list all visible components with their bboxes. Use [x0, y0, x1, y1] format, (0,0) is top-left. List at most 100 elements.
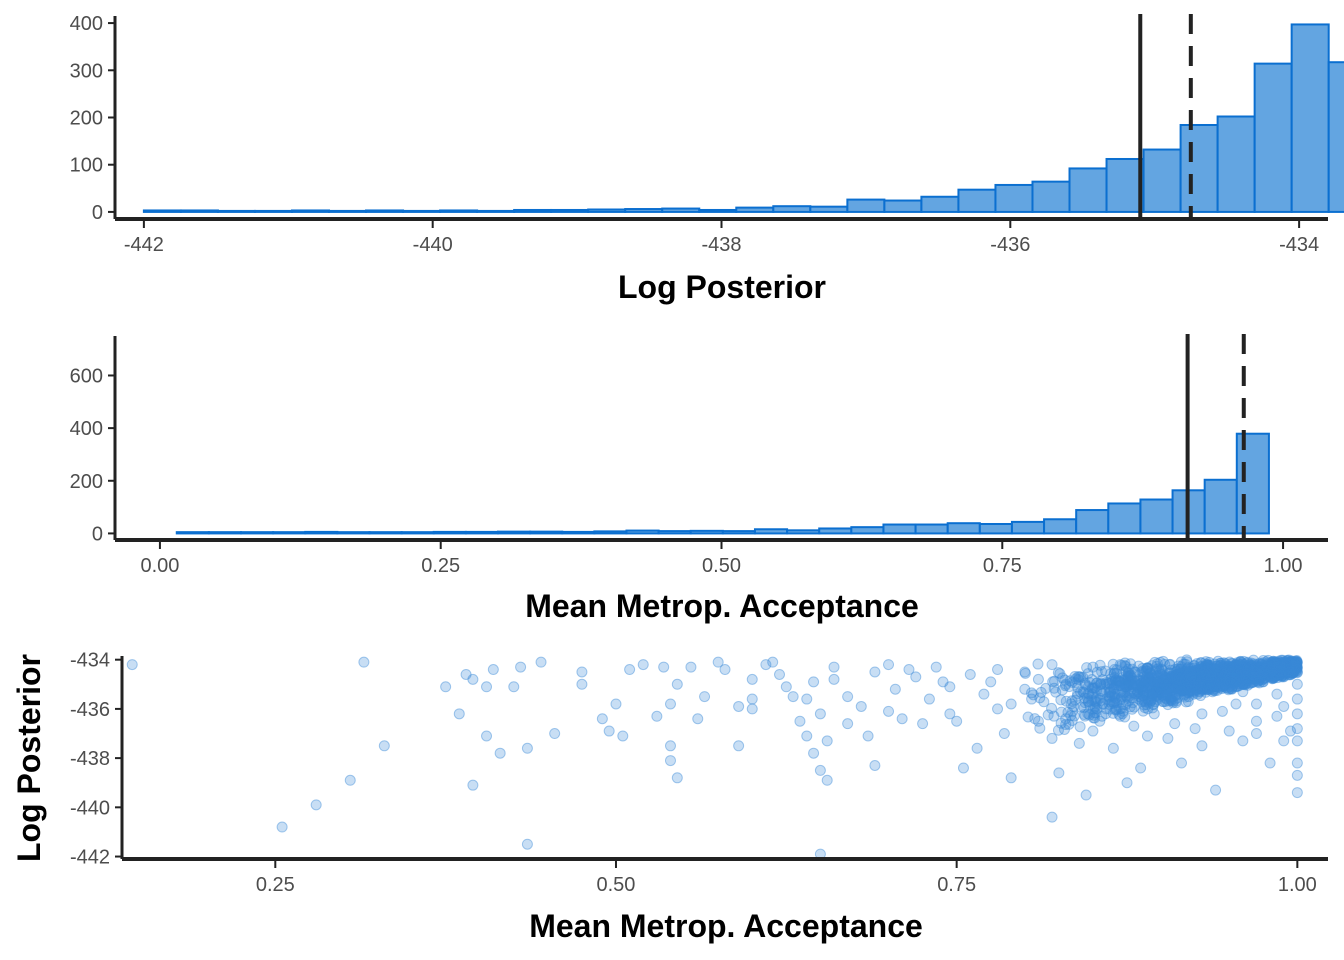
scatter-point: [1086, 682, 1098, 694]
scatter-point: [1234, 655, 1246, 667]
scatter-point: [1107, 696, 1119, 708]
scatter-point: [1259, 662, 1271, 674]
scatter-point: [1199, 665, 1211, 677]
scatter-point: [1279, 665, 1291, 677]
scatter-point: [1072, 681, 1084, 693]
scatter-point: [1206, 665, 1218, 677]
scatter-point: [1120, 698, 1132, 710]
scatter-point: [1252, 676, 1264, 688]
scatter-point: [1275, 666, 1287, 678]
scatter-point: [1201, 662, 1213, 674]
scatter-point: [1089, 707, 1101, 719]
scatter-point: [801, 693, 813, 705]
histogram-bar: [402, 209, 442, 213]
scatter-point: [1275, 661, 1287, 673]
scatter-point: [1224, 670, 1236, 682]
scatter-point: [1213, 672, 1225, 684]
scatter-point: [1262, 669, 1274, 681]
histogram-bars: [142, 23, 1344, 213]
scatter-point: [1149, 656, 1161, 668]
scatter-point: [1211, 684, 1223, 696]
scatter-point: [481, 730, 493, 742]
scatter-point: [1146, 683, 1158, 695]
scatter-point: [1116, 691, 1128, 703]
scatter-point: [1224, 683, 1236, 695]
scatter-point: [1267, 661, 1279, 673]
scatter-point: [1266, 665, 1278, 677]
histogram-bar: [809, 205, 849, 213]
scatter-point: [1237, 663, 1249, 675]
scatter-point: [1274, 664, 1286, 676]
scatter-point: [1097, 698, 1109, 710]
scatter-point: [1178, 658, 1190, 670]
scatter-point: [1215, 657, 1227, 669]
scatter-point: [1251, 668, 1263, 680]
scatter-point: [1193, 685, 1205, 697]
scatter-point: [617, 730, 629, 742]
scatter-point: [1266, 667, 1278, 679]
scatter-point: [1208, 669, 1220, 681]
scatter-point: [1276, 667, 1288, 679]
scatter-point: [1248, 670, 1260, 682]
scatter-point: [1273, 665, 1285, 677]
scatter-point: [1148, 698, 1160, 710]
scatter-point: [1228, 677, 1240, 689]
scatter-point: [1286, 665, 1298, 677]
scatter-point: [1220, 682, 1232, 694]
scatter-point: [1046, 659, 1058, 671]
scatter-point: [1237, 678, 1249, 690]
y-tick-label: 0: [92, 202, 103, 224]
scatter-point: [1060, 719, 1072, 731]
scatter-point: [1249, 668, 1261, 680]
scatter-point: [1083, 676, 1095, 688]
scatter-point: [1264, 669, 1276, 681]
scatter-point: [596, 713, 608, 725]
scatter-point: [1213, 677, 1225, 689]
scatter-point: [1200, 671, 1212, 683]
y-tick-label: 100: [70, 155, 103, 177]
scatter-point: [1284, 669, 1296, 681]
scatter-point: [1103, 691, 1115, 703]
scatter-point: [1191, 684, 1203, 696]
histogram-bar: [207, 531, 243, 535]
scatter-point: [1258, 673, 1270, 685]
scatter-point: [1185, 671, 1197, 683]
scatter-point: [1284, 661, 1296, 673]
scatter-point: [1195, 683, 1207, 695]
scatter-point: [719, 664, 731, 676]
scatter-point: [1140, 676, 1152, 688]
scatter-point: [1223, 665, 1235, 677]
scatter-point: [814, 708, 826, 720]
scatter-point: [1087, 682, 1099, 694]
scatter-point: [1215, 659, 1227, 671]
scatter-point: [1255, 669, 1267, 681]
scatter-point: [1230, 659, 1242, 671]
scatter-point: [1221, 668, 1233, 680]
scatter-point: [1288, 661, 1300, 673]
scatter-point: [1261, 668, 1273, 680]
scatter-point: [1261, 660, 1273, 672]
histogram-bar: [1216, 115, 1256, 213]
scatter-point: [358, 656, 370, 668]
scatter-point: [1133, 675, 1145, 687]
scatter-point: [1266, 672, 1278, 684]
scatter-point: [801, 730, 813, 742]
axes: [108, 336, 1328, 549]
scatter-point: [1250, 715, 1262, 727]
scatter-point: [1239, 667, 1251, 679]
scatter-point: [1271, 670, 1283, 682]
x-tick-label: 0.00: [140, 555, 179, 577]
scatter-point: [1286, 663, 1298, 675]
scatter-point: [1250, 659, 1262, 671]
scatter-point: [1134, 675, 1146, 687]
scatter-point: [1244, 661, 1256, 673]
scatter-point: [1196, 678, 1208, 690]
scatter-point: [1202, 678, 1214, 690]
scatter-point: [1119, 674, 1131, 686]
x-tick-label: 0.25: [256, 874, 295, 896]
scatter-point: [1272, 661, 1284, 673]
scatter-point: [808, 747, 820, 759]
scatter-point: [1100, 703, 1112, 715]
scatter-point: [930, 661, 942, 673]
scatter-point: [1151, 681, 1163, 693]
